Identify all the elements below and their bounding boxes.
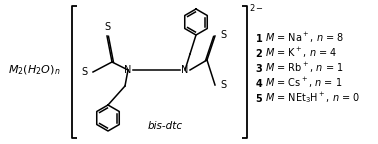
Text: $\it{M}$ = K$^+$, $\it{n}$ = 4: $\it{M}$ = K$^+$, $\it{n}$ = 4 [265,46,337,60]
Text: S: S [104,22,110,32]
Text: N: N [124,65,132,75]
Text: N: N [181,65,189,75]
Text: $\it{M}$ = NEt$_3$H$^+$, $\it{n}$ = 0: $\it{M}$ = NEt$_3$H$^+$, $\it{n}$ = 0 [265,91,360,105]
Text: bis-dtc: bis-dtc [147,121,183,131]
Text: $^{2-}$: $^{2-}$ [249,4,264,17]
Text: $\mathbf{1}$: $\mathbf{1}$ [255,32,263,44]
Text: $\mathbf{2}$: $\mathbf{2}$ [255,47,263,59]
Text: $\it{M}$ = Na$^+$, $\it{n}$ = 8: $\it{M}$ = Na$^+$, $\it{n}$ = 8 [265,31,344,45]
Text: $\mathbf{3}$: $\mathbf{3}$ [255,62,263,74]
Text: $\mathbf{5}$: $\mathbf{5}$ [255,92,263,104]
Text: $M_2(H_2O)_n$: $M_2(H_2O)_n$ [8,63,60,77]
Text: $\mathbf{4}$: $\mathbf{4}$ [255,77,263,89]
Text: S: S [220,30,226,40]
Text: $\it{M}$ = Cs$^+$, $\it{n}$ = 1: $\it{M}$ = Cs$^+$, $\it{n}$ = 1 [265,76,342,90]
Text: S: S [82,67,88,77]
Text: $\it{M}$ = Rb$^+$, $\it{n}$ = 1: $\it{M}$ = Rb$^+$, $\it{n}$ = 1 [265,61,344,75]
Text: S: S [220,80,226,90]
